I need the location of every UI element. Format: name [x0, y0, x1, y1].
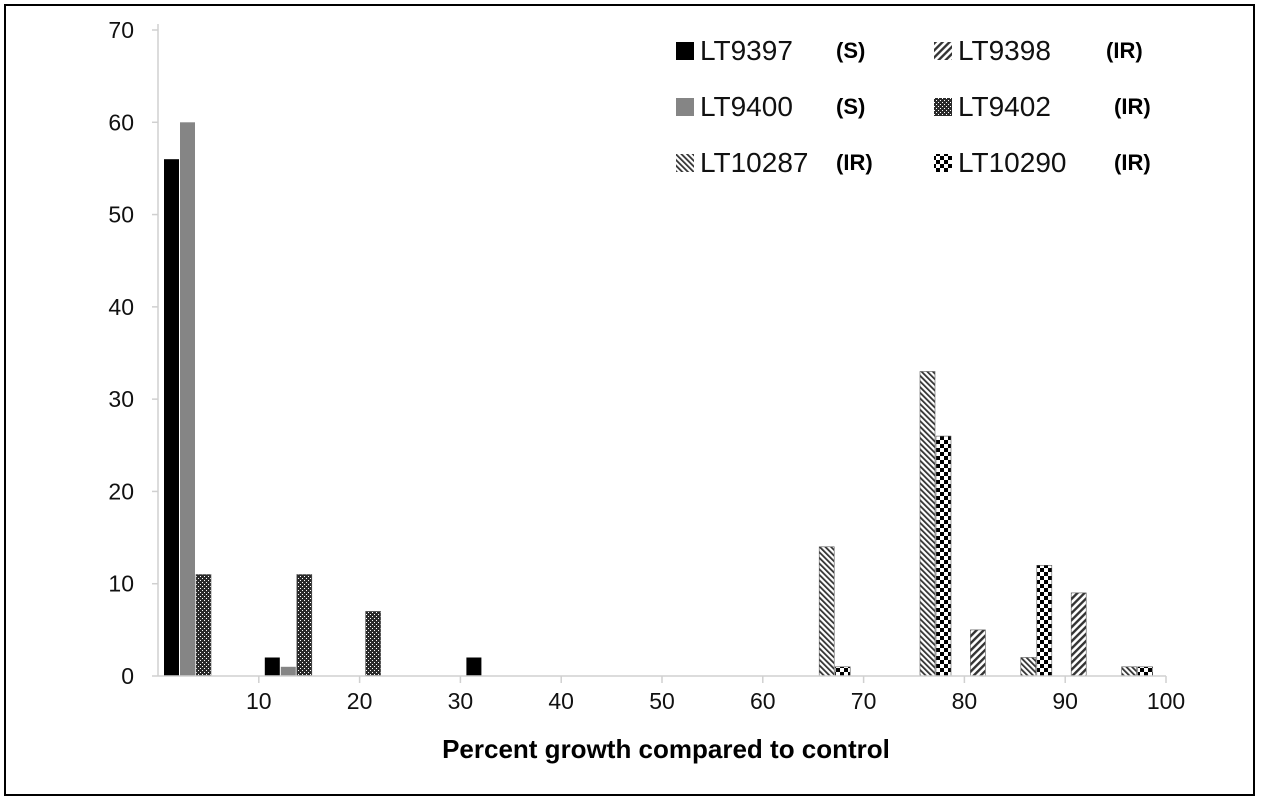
legend-label-lt10290: LT10290: [958, 147, 1066, 178]
legend-swatch-lt9397: [676, 42, 694, 60]
bar-lt10290-bin-70: [834, 666, 851, 677]
bar-lt9402-bin-25: [365, 611, 381, 677]
bar-lt9398-bin-85: [970, 629, 986, 677]
bar-lt10290-bin-80: [935, 435, 952, 677]
bars-layer: [164, 122, 1153, 677]
bar-lt9402-bin-15: [296, 574, 313, 677]
x-tick-label: 100: [1147, 688, 1185, 714]
legend-tag-lt10287: (IR): [836, 150, 873, 175]
y-tick-label: 30: [108, 386, 134, 412]
y-tick-label: 70: [108, 17, 134, 43]
bar-lt10287-bin-80: [919, 371, 936, 677]
x-tick-label: 30: [448, 688, 474, 714]
x-tick-label: 50: [649, 688, 675, 714]
x-tick-label: 60: [750, 688, 776, 714]
bar-lt9397-bin-15: [264, 657, 280, 676]
legend-swatch-lt10287: [676, 154, 694, 172]
y-tick-label: 50: [108, 202, 134, 228]
axes-layer: 0 10 20 30 40 50 60 70 10 20 30 40 50 60 70 80 90 100: [108, 17, 1185, 714]
legend-tag-lt9398: (IR): [1106, 38, 1143, 63]
x-tick-label: 70: [851, 688, 877, 714]
bar-lt10287-bin-90: [1020, 657, 1037, 677]
bar-lt9398-bin-95: [1070, 592, 1087, 677]
legend-label-lt9398: LT9398: [958, 35, 1051, 66]
x-tick-label: 80: [952, 688, 978, 714]
bar-lt10290-bin-100: [1137, 666, 1153, 677]
legend-label-lt10287: LT10287: [700, 147, 808, 178]
y-tick-label: 0: [121, 663, 134, 689]
legend-swatch-lt9398: [934, 42, 952, 60]
bar-lt10287-bin-70: [818, 546, 835, 677]
legend-tag-lt9400: (S): [836, 94, 865, 119]
bar-lt10287-bin-100: [1121, 666, 1137, 677]
legend-tag-lt9397: (S): [836, 38, 865, 63]
bar-lt9400-bin-5: [180, 122, 195, 677]
legend-swatch-lt9400: [676, 98, 694, 116]
bar-lt9397-bin-35: [466, 657, 482, 676]
y-tick-label: 60: [108, 109, 134, 135]
x-tick-label: 20: [347, 688, 373, 714]
x-tick-label: 90: [1052, 688, 1078, 714]
y-tick-label: 40: [108, 294, 134, 320]
legend-label-lt9397: LT9397: [700, 35, 793, 66]
bar-lt9400-bin-15: [280, 666, 296, 676]
bar-lt9397-bin-5: [164, 159, 179, 676]
bar-lt10290-bin-90: [1036, 564, 1053, 677]
legend-swatch-lt9402: [934, 98, 952, 116]
y-tick-label: 10: [108, 571, 134, 597]
bar-lt9402-bin-5: [195, 574, 212, 677]
x-tick-label: 40: [548, 688, 574, 714]
legend-label-lt9402: LT9402: [958, 91, 1051, 122]
x-axis-title: Percent growth compared to control: [442, 734, 890, 764]
y-tick-label: 20: [108, 478, 134, 504]
legend-tag-lt10290: (IR): [1114, 150, 1151, 175]
legend-swatch-lt10290: [934, 154, 952, 172]
legend-tag-lt9402: (IR): [1114, 94, 1151, 119]
x-tick-label: 10: [246, 688, 272, 714]
legend: LT9397 (S) LT9398 (IR) LT9400 (S) LT9402 (IR) LT…: [676, 35, 1151, 178]
legend-label-lt9400: LT9400: [700, 91, 793, 122]
